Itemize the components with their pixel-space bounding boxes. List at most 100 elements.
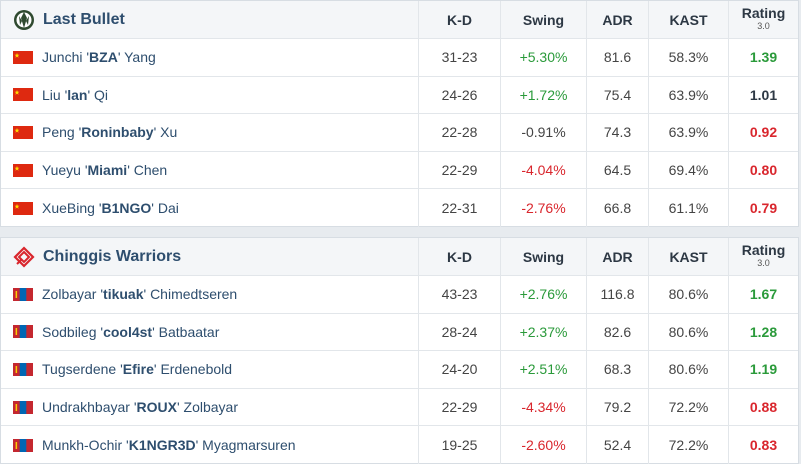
kast-value: 80.6% bbox=[649, 351, 729, 388]
kd-value: 22-28 bbox=[419, 114, 501, 151]
swing-value: +2.76% bbox=[501, 276, 587, 313]
player-row: Peng 'Roninbaby' Xu 22-28 -0.91% 74.3 63… bbox=[1, 114, 798, 152]
team-header-row: Chinggis Warriors K-D Swing ADR KAST Rat… bbox=[1, 238, 798, 276]
kd-value: 22-29 bbox=[419, 151, 501, 189]
rating-label: Rating bbox=[741, 4, 786, 21]
player-name-link[interactable]: Sodbileg 'cool4st' Batbaatar bbox=[42, 323, 220, 340]
kast-value: 80.6% bbox=[649, 276, 729, 313]
swing-column-header[interactable]: Swing bbox=[501, 238, 587, 275]
player-name-link[interactable]: Tugserdene 'Efire' Erdenebold bbox=[42, 361, 233, 378]
player-name-link[interactable]: XueBing 'B1NGO' Dai bbox=[42, 200, 179, 217]
kast-column-header[interactable]: KAST bbox=[649, 238, 729, 275]
team-name[interactable]: Last Bullet bbox=[43, 10, 125, 28]
adr-value: 75.4 bbox=[587, 76, 649, 114]
rating-column-header[interactable]: Rating 3.0 bbox=[729, 238, 798, 275]
player-row: Undrakhbayar 'ROUX' Zolbayar 22-29 -4.34… bbox=[1, 388, 798, 427]
adr-value: 68.3 bbox=[587, 351, 649, 388]
player-row: Liu 'lan' Qi 24-26 +1.72% 75.4 63.9% 1.0… bbox=[1, 76, 798, 115]
rating-value: 0.88 bbox=[749, 399, 778, 416]
team-name[interactable]: Chinggis Warriors bbox=[43, 247, 182, 265]
rating-value: 1.39 bbox=[749, 49, 778, 66]
swing-value: -4.04% bbox=[501, 151, 587, 189]
team-stats-table-last-bullet: Last Bullet K-D Swing ADR KAST Rating 3.… bbox=[0, 0, 799, 227]
kd-value: 28-24 bbox=[419, 313, 501, 351]
rating-version: 3.0 bbox=[757, 20, 770, 31]
kd-column-header[interactable]: K-D bbox=[419, 238, 501, 275]
swing-value: -2.76% bbox=[501, 189, 587, 227]
rating-value: 1.19 bbox=[749, 361, 778, 378]
kast-value: 63.9% bbox=[649, 76, 729, 114]
swing-value: -0.91% bbox=[501, 114, 587, 151]
china-flag-icon bbox=[13, 50, 33, 64]
kd-value: 31-23 bbox=[419, 39, 501, 76]
rating-value: 1.67 bbox=[749, 286, 778, 303]
kd-value: 19-25 bbox=[419, 426, 501, 464]
adr-column-header[interactable]: ADR bbox=[587, 238, 649, 275]
swing-value: -2.60% bbox=[501, 426, 587, 464]
swing-value: +1.72% bbox=[501, 76, 587, 114]
swing-column-header[interactable]: Swing bbox=[501, 1, 587, 38]
kd-value: 43-23 bbox=[419, 276, 501, 313]
adr-value: 66.8 bbox=[587, 189, 649, 227]
rating-version: 3.0 bbox=[757, 257, 770, 268]
player-name-link[interactable]: Munkh-Ochir 'K1NGR3D' Myagmarsuren bbox=[42, 437, 296, 454]
mongolia-flag-icon bbox=[13, 287, 33, 301]
adr-column-header[interactable]: ADR bbox=[587, 1, 649, 38]
adr-value: 116.8 bbox=[587, 276, 649, 313]
kd-value: 22-31 bbox=[419, 189, 501, 227]
rating-value: 0.80 bbox=[749, 162, 778, 179]
team-name-cell[interactable]: Chinggis Warriors bbox=[1, 238, 419, 275]
player-name-link[interactable]: Liu 'lan' Qi bbox=[42, 86, 109, 103]
mongolia-flag-icon bbox=[13, 438, 33, 452]
kast-value: 61.1% bbox=[649, 189, 729, 227]
player-name-link[interactable]: Yueyu 'Miami' Chen bbox=[42, 162, 168, 179]
player-row: Junchi 'BZA' Yang 31-23 +5.30% 81.6 58.3… bbox=[1, 39, 798, 77]
swing-value: -4.34% bbox=[501, 388, 587, 426]
rating-column-header[interactable]: Rating 3.0 bbox=[729, 1, 798, 38]
player-name-link[interactable]: Peng 'Roninbaby' Xu bbox=[42, 124, 178, 141]
chinggis-warriors-logo-icon bbox=[13, 245, 35, 268]
mongolia-flag-icon bbox=[13, 400, 33, 414]
kd-value: 22-29 bbox=[419, 388, 501, 426]
player-name-link[interactable]: Zolbayar 'tikuak' Chimedtseren bbox=[42, 286, 238, 303]
player-name-link[interactable]: Undrakhbayar 'ROUX' Zolbayar bbox=[42, 399, 238, 416]
china-flag-icon bbox=[13, 88, 33, 102]
adr-value: 79.2 bbox=[587, 388, 649, 426]
rating-label: Rating bbox=[741, 241, 786, 258]
team-name-cell[interactable]: Last Bullet bbox=[1, 1, 419, 38]
china-flag-icon bbox=[13, 163, 33, 177]
kast-value: 72.2% bbox=[649, 388, 729, 426]
adr-value: 64.5 bbox=[587, 151, 649, 189]
rating-value: 0.79 bbox=[749, 200, 778, 217]
adr-value: 82.6 bbox=[587, 313, 649, 351]
rating-value: 1.28 bbox=[749, 323, 778, 340]
kd-column-header[interactable]: K-D bbox=[419, 1, 501, 38]
last-bullet-logo-icon bbox=[14, 9, 34, 30]
kast-value: 72.2% bbox=[649, 426, 729, 464]
mongolia-flag-icon bbox=[13, 325, 33, 339]
player-row: Munkh-Ochir 'K1NGR3D' Myagmarsuren 19-25… bbox=[1, 426, 798, 464]
adr-value: 74.3 bbox=[587, 114, 649, 151]
kd-value: 24-20 bbox=[419, 351, 501, 388]
player-row: Sodbileg 'cool4st' Batbaatar 28-24 +2.37… bbox=[1, 313, 798, 352]
kast-value: 80.6% bbox=[649, 313, 729, 351]
player-row: XueBing 'B1NGO' Dai 22-31 -2.76% 66.8 61… bbox=[1, 189, 798, 227]
player-row: Yueyu 'Miami' Chen 22-29 -4.04% 64.5 69.… bbox=[1, 151, 798, 190]
player-row: Zolbayar 'tikuak' Chimedtseren 43-23 +2.… bbox=[1, 276, 798, 314]
china-flag-icon bbox=[13, 201, 33, 215]
rating-value: 0.83 bbox=[749, 437, 778, 454]
kast-value: 69.4% bbox=[649, 151, 729, 189]
adr-value: 52.4 bbox=[587, 426, 649, 464]
swing-value: +2.51% bbox=[501, 351, 587, 388]
swing-value: +5.30% bbox=[501, 39, 587, 76]
player-name-link[interactable]: Junchi 'BZA' Yang bbox=[42, 49, 156, 66]
rating-value: 0.92 bbox=[749, 124, 778, 141]
mongolia-flag-icon bbox=[13, 362, 33, 376]
kast-column-header[interactable]: KAST bbox=[649, 1, 729, 38]
player-row: Tugserdene 'Efire' Erdenebold 24-20 +2.5… bbox=[1, 351, 798, 389]
kast-value: 63.9% bbox=[649, 114, 729, 151]
china-flag-icon bbox=[13, 125, 33, 139]
team-header-row: Last Bullet K-D Swing ADR KAST Rating 3.… bbox=[1, 1, 798, 39]
kast-value: 58.3% bbox=[649, 39, 729, 76]
team-stats-table-chinggis-warriors: Chinggis Warriors K-D Swing ADR KAST Rat… bbox=[0, 237, 799, 464]
